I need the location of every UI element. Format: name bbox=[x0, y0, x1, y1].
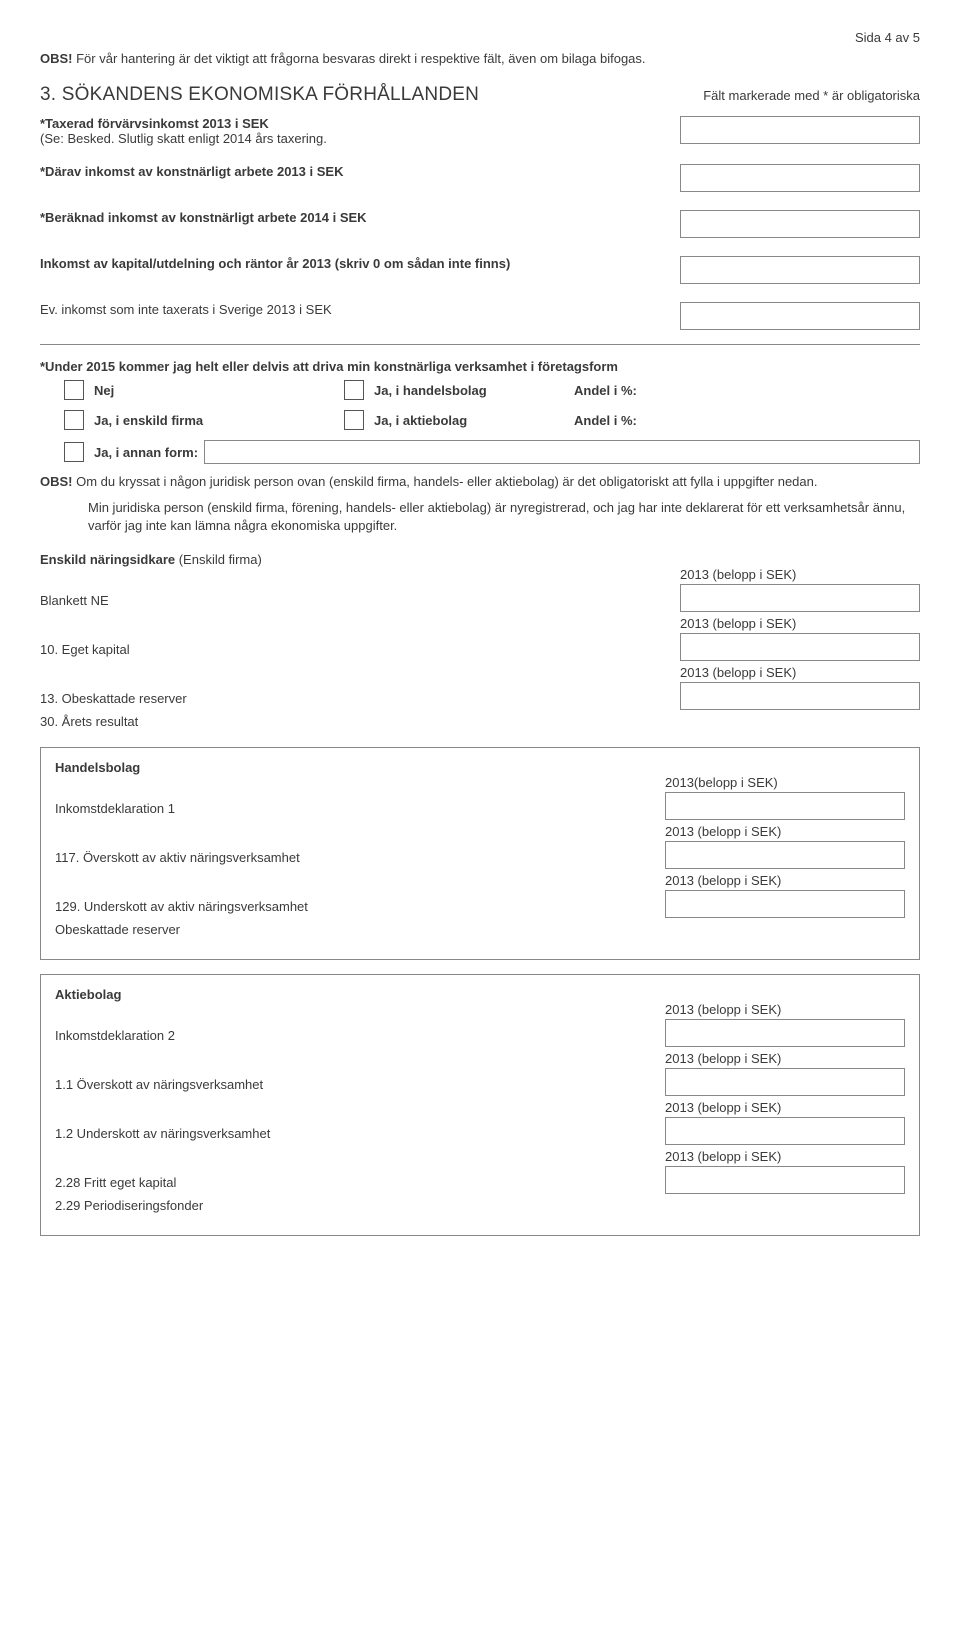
field-darav-input[interactable] bbox=[680, 164, 920, 192]
checkbox-enskild-label: Ja, i enskild firma bbox=[94, 413, 203, 428]
obs-bold-2: OBS! bbox=[40, 474, 73, 489]
andel-1-label: Andel i %: bbox=[574, 383, 637, 398]
aktie-head2: Inkomstdeklaration 2 bbox=[55, 1028, 665, 1047]
checkbox-annan-label: Ja, i annan form: bbox=[94, 445, 198, 460]
checkbox-handelsbolag-label: Ja, i handelsbolag bbox=[374, 383, 487, 398]
enskild-i30: 30. Årets resultat bbox=[40, 714, 680, 733]
enskild-year-1: 2013 (belopp i SEK) bbox=[680, 567, 920, 582]
aktie-year-3: 2013 (belopp i SEK) bbox=[665, 1100, 905, 1115]
handels-i117: 117. Överskott av aktiv näringsverksamhe… bbox=[55, 850, 665, 869]
enskild-input-1[interactable] bbox=[680, 584, 920, 612]
obs-note-1: OBS! För vår hantering är det viktigt at… bbox=[40, 51, 920, 66]
section-3-title: 3. SÖKANDENS EKONOMISKA FÖRHÅLLANDEN bbox=[40, 84, 479, 106]
aktie-input-3[interactable] bbox=[665, 1117, 905, 1145]
aktiebolag-group: Aktiebolag Inkomstdeklaration 2 2013 (be… bbox=[40, 974, 920, 1236]
aktie-input-4[interactable] bbox=[665, 1166, 905, 1194]
aktie-i12: 1.2 Underskott av näringsverksamhet bbox=[55, 1126, 665, 1145]
enskild-year-3: 2013 (belopp i SEK) bbox=[680, 665, 920, 680]
handels-input-2[interactable] bbox=[665, 841, 905, 869]
aktie-year-2: 2013 (belopp i SEK) bbox=[665, 1051, 905, 1066]
aktie-input-2[interactable] bbox=[665, 1068, 905, 1096]
page-number: Sida 4 av 5 bbox=[40, 30, 920, 45]
enskild-input-2[interactable] bbox=[680, 633, 920, 661]
handels-year-2: 2013 (belopp i SEK) bbox=[665, 824, 905, 839]
indent-paragraph: Min juridiska person (enskild firma, för… bbox=[88, 499, 920, 534]
obs-bold-1: OBS! bbox=[40, 51, 73, 66]
field-beraknad-input[interactable] bbox=[680, 210, 920, 238]
aktie-year-1: 2013 (belopp i SEK) bbox=[665, 1002, 905, 1017]
handels-input-3[interactable] bbox=[665, 890, 905, 918]
aktie-i229: 2.29 Periodiseringsfonder bbox=[55, 1198, 665, 1217]
checkbox-aktiebolag[interactable] bbox=[344, 410, 364, 430]
enskild-i13: 13. Obeskattade reserver bbox=[40, 691, 680, 710]
andel-2-label: Andel i %: bbox=[574, 413, 637, 428]
aktie-i11: 1.1 Överskott av näringsverksamhet bbox=[55, 1077, 665, 1096]
field-ev-input[interactable] bbox=[680, 302, 920, 330]
field-kapital-input[interactable] bbox=[680, 256, 920, 284]
checkbox-handelsbolag[interactable] bbox=[344, 380, 364, 400]
annan-form-input[interactable] bbox=[204, 440, 920, 464]
checkbox-aktiebolag-label: Ja, i aktiebolag bbox=[374, 413, 467, 428]
handels-year-1: 2013(belopp i SEK) bbox=[665, 775, 905, 790]
handelsbolag-group: Handelsbolag Inkomstdeklaration 1 2013(b… bbox=[40, 747, 920, 960]
aktie-year-4: 2013 (belopp i SEK) bbox=[665, 1149, 905, 1164]
handels-input-1[interactable] bbox=[665, 792, 905, 820]
enskild-i10: 10. Eget kapital bbox=[40, 642, 680, 661]
checkbox-nej[interactable] bbox=[64, 380, 84, 400]
divider-1 bbox=[40, 344, 920, 345]
handels-year-3: 2013 (belopp i SEK) bbox=[665, 873, 905, 888]
field-ev-label: Ev. inkomst som inte taxerats i Sverige … bbox=[40, 302, 332, 317]
aktie-i228: 2.28 Fritt eget kapital bbox=[55, 1175, 665, 1194]
obs-text-2: Om du kryssat i någon juridisk person ov… bbox=[73, 474, 818, 489]
handels-i129: 129. Underskott av aktiv näringsverksamh… bbox=[55, 899, 665, 918]
section-3-note: Fält markerade med * är obligatoriska bbox=[703, 88, 920, 103]
field-taxerad-input[interactable] bbox=[680, 116, 920, 144]
obs-note-2: OBS! Om du kryssat i någon juridisk pers… bbox=[40, 474, 920, 489]
checkbox-enskild[interactable] bbox=[64, 410, 84, 430]
enskild-year-2: 2013 (belopp i SEK) bbox=[680, 616, 920, 631]
handels-ires: Obeskattade reserver bbox=[55, 922, 665, 941]
enskild-heading: Enskild näringsidkare (Enskild firma) bbox=[40, 552, 920, 567]
handels-head2: Inkomstdeklaration 1 bbox=[55, 801, 665, 820]
enskild-blankett: Blankett NE bbox=[40, 593, 680, 612]
enskild-head1b: (Enskild firma) bbox=[179, 552, 262, 567]
enskild-head1: Enskild näringsidkare bbox=[40, 552, 179, 567]
field-beraknad-label: *Beräknad inkomst av konstnärligt arbete… bbox=[40, 210, 367, 225]
enskild-input-3[interactable] bbox=[680, 682, 920, 710]
field-darav-label: *Därav inkomst av konstnärligt arbete 20… bbox=[40, 164, 343, 179]
handels-head1: Handelsbolag bbox=[55, 760, 905, 775]
under2015-heading: *Under 2015 kommer jag helt eller delvis… bbox=[40, 359, 920, 374]
obs-text-1: För vår hantering är det viktigt att frå… bbox=[73, 51, 646, 66]
checkbox-annan[interactable] bbox=[64, 442, 84, 462]
field-taxerad-sub: (Se: Besked. Slutlig skatt enligt 2014 å… bbox=[40, 131, 670, 146]
aktie-input-1[interactable] bbox=[665, 1019, 905, 1047]
checkbox-nej-label: Nej bbox=[94, 383, 114, 398]
aktie-head1: Aktiebolag bbox=[55, 987, 905, 1002]
field-taxerad-label: *Taxerad förvärvsinkomst 2013 i SEK bbox=[40, 116, 269, 131]
field-kapital-label: Inkomst av kapital/utdelning och räntor … bbox=[40, 256, 510, 271]
